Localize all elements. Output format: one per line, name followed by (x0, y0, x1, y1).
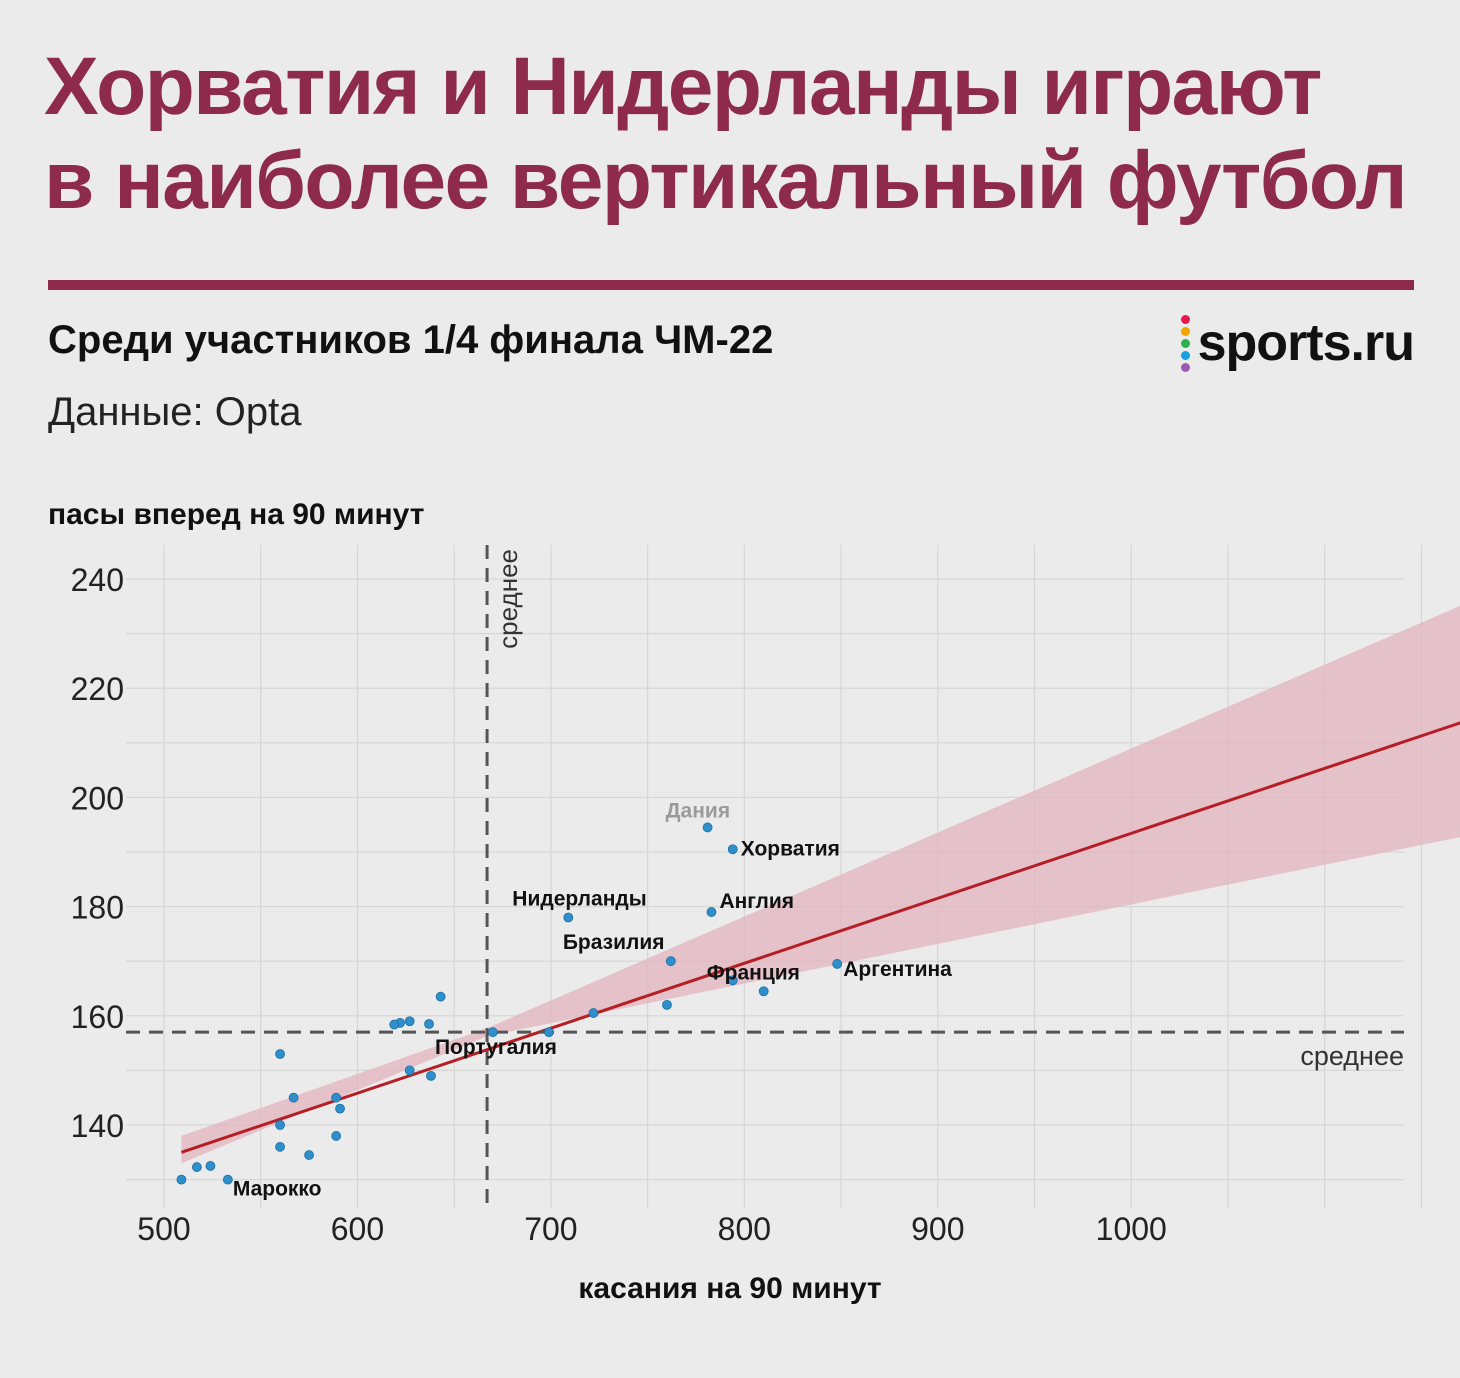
x-tick-label: 800 (718, 1211, 771, 1247)
logo-dot (1180, 314, 1190, 324)
point-label: Дания (666, 799, 731, 822)
data-point (275, 1141, 285, 1152)
mean-y-label: среднее (1300, 1041, 1404, 1071)
logo-text: sports.ru (1197, 314, 1415, 372)
data-point (832, 959, 843, 969)
data-point (563, 912, 574, 923)
sports-ru-logo: sports.ru (1180, 310, 1415, 376)
x-tick-label: 900 (911, 1211, 964, 1247)
y-tick-label: 220 (71, 671, 124, 707)
logo-dot (1180, 338, 1190, 348)
data-point (426, 1070, 436, 1081)
trend-line (180, 721, 1460, 1154)
point-label: Франция (707, 961, 800, 984)
data-point (435, 991, 446, 1002)
x-tick-label: 1000 (1096, 1211, 1167, 1247)
title-divider (48, 280, 1414, 290)
data-point (487, 1027, 498, 1038)
data-point (331, 1131, 342, 1141)
data-point (335, 1103, 345, 1114)
logo-dot (1180, 350, 1190, 360)
logo-dot (1180, 362, 1190, 372)
data-point (404, 1065, 415, 1076)
point-label: Португалия (435, 1036, 557, 1059)
point-label: Хорватия (741, 837, 840, 860)
y-tick-label: 140 (71, 1108, 124, 1144)
point-label: Аргентина (843, 958, 952, 981)
title-line-1: Хорватия и Нидерланды играют (44, 41, 1322, 132)
data-point (275, 1049, 285, 1059)
y-axis-label: пасы вперед на 90 минут (48, 498, 425, 531)
data-point (288, 1092, 299, 1103)
data-point (665, 956, 676, 967)
logo-dots-icon (1180, 314, 1190, 372)
confidence-band (181, 605, 1460, 1164)
y-tick-label: 160 (71, 999, 124, 1035)
chart-title: Хорватия и Нидерланды играют в наиболее … (44, 40, 1424, 228)
data-point (191, 1162, 202, 1172)
data-point (424, 1019, 434, 1029)
title-line-2: в наиболее вертикальный футбол (44, 135, 1408, 226)
data-point (588, 1008, 599, 1018)
point-label: Марокко (233, 1178, 322, 1201)
point-label: Англия (719, 890, 794, 913)
data-point (662, 999, 672, 1010)
y-tick-label: 180 (71, 890, 124, 926)
y-tick-label: 200 (71, 780, 124, 816)
data-point (702, 822, 713, 833)
data-point (222, 1174, 233, 1185)
x-tick-label: 600 (331, 1211, 384, 1247)
point-label: Бразилия (563, 931, 665, 954)
data-point (331, 1092, 342, 1103)
mean-x-label: среднее (493, 549, 523, 649)
data-point (176, 1174, 187, 1185)
data-point (275, 1120, 285, 1130)
chart-subtitle: Среди участников 1/4 финала ЧМ-22 (48, 318, 774, 362)
x-tick-label: 700 (524, 1211, 577, 1247)
point-label: Нидерланды (512, 888, 646, 911)
data-point (389, 1019, 400, 1030)
logo-dot (1180, 326, 1190, 336)
data-point (727, 975, 738, 986)
x-axis-label: касания на 90 минут (578, 1272, 882, 1305)
data-point (706, 907, 717, 917)
data-point (404, 1016, 415, 1027)
x-tick-label: 500 (137, 1211, 190, 1247)
data-point (727, 844, 738, 855)
y-tick-label: 240 (71, 562, 124, 598)
data-point (205, 1161, 216, 1171)
data-point (758, 986, 769, 997)
data-source: Данные: Opta (48, 390, 302, 434)
data-point (544, 1027, 554, 1038)
data-point (304, 1150, 314, 1160)
